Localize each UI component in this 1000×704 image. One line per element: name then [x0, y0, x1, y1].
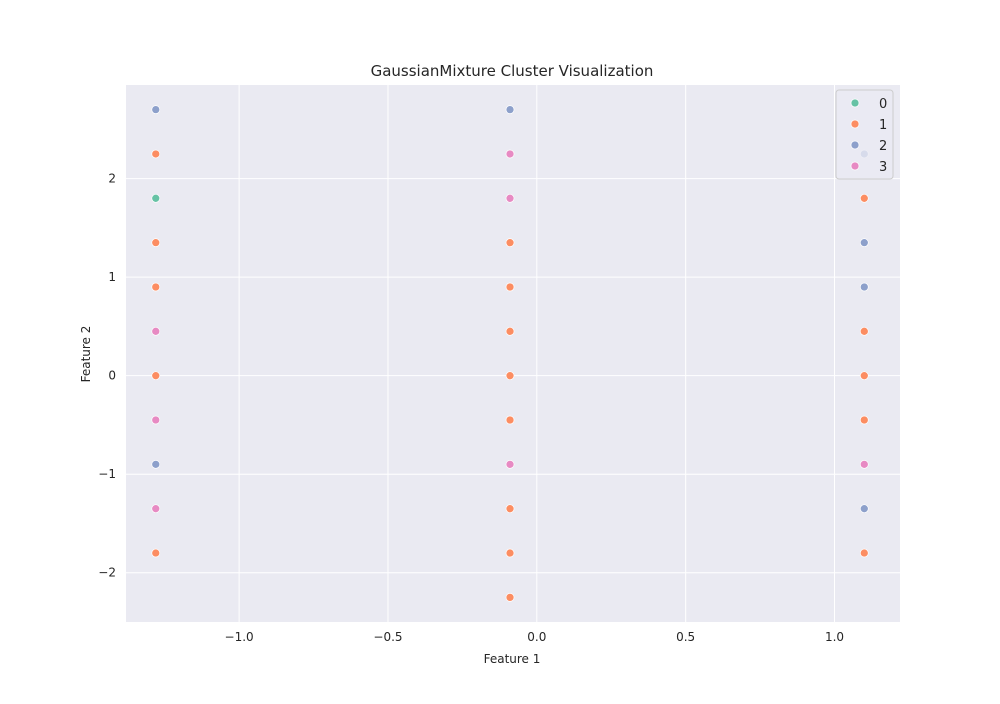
- legend-label-2: 2: [879, 139, 887, 154]
- data-point-cluster-3: [505, 193, 515, 203]
- axis-ticks: −1.0 −0.5 0.0 0.5 1.0 −2 −1 0 1 2: [98, 172, 844, 644]
- data-point-cluster-3: [151, 326, 161, 336]
- x-tick-label: −1.0: [225, 630, 254, 644]
- y-tick-label: −1: [98, 467, 116, 481]
- data-point-cluster-3: [151, 504, 161, 514]
- data-point-cluster-1: [859, 548, 869, 558]
- chart-title: GaussianMixture Cluster Visualization: [371, 62, 654, 80]
- data-point-cluster-1: [151, 548, 161, 558]
- y-tick-label: −2: [98, 566, 116, 580]
- data-point-cluster-2: [151, 105, 161, 114]
- plot-area: [126, 85, 900, 622]
- data-point-cluster-1: [859, 415, 869, 425]
- data-point-cluster-1: [859, 193, 869, 203]
- y-axis-label: Feature 2: [79, 326, 93, 383]
- data-point-cluster-0: [151, 193, 161, 203]
- data-point-cluster-1: [505, 326, 515, 336]
- data-point-cluster-1: [505, 593, 515, 602]
- y-tick-label: 0: [108, 369, 116, 383]
- data-point-cluster-2: [505, 105, 515, 114]
- data-point-cluster-1: [505, 238, 515, 248]
- x-axis-label: Feature 1: [484, 652, 541, 666]
- data-point-cluster-3: [151, 415, 161, 425]
- data-point-cluster-1: [151, 238, 161, 248]
- data-point-cluster-3: [505, 459, 515, 469]
- grid: [126, 85, 900, 622]
- data-point-cluster-1: [505, 371, 515, 381]
- data-point-cluster-1: [151, 371, 161, 381]
- data-point-cluster-2: [859, 238, 869, 248]
- data-point-cluster-2: [859, 504, 869, 514]
- data-point-cluster-1: [151, 149, 161, 159]
- data-point-cluster-2: [151, 459, 161, 469]
- legend: 0 1 2 3: [835, 89, 894, 180]
- data-point-cluster-1: [151, 282, 161, 292]
- data-point-cluster-1: [859, 371, 869, 381]
- data-point-cluster-1: [859, 326, 869, 336]
- legend-marker-3: [850, 161, 860, 171]
- x-tick-label: 0.0: [527, 630, 546, 644]
- data-point-cluster-1: [505, 504, 515, 514]
- data-point-cluster-1: [505, 548, 515, 558]
- y-tick-label: 2: [108, 172, 116, 186]
- x-tick-label: −0.5: [373, 630, 402, 644]
- legend-label-0: 0: [879, 97, 887, 112]
- x-tick-label: 1.0: [825, 630, 844, 644]
- legend-label-3: 3: [879, 160, 887, 175]
- y-tick-label: 1: [108, 270, 116, 284]
- data-points: [151, 105, 869, 602]
- plot-background: [126, 85, 900, 622]
- x-tick-label: 0.5: [676, 630, 695, 644]
- data-point-cluster-3: [859, 459, 869, 469]
- data-point-cluster-2: [859, 282, 869, 292]
- legend-box: [835, 89, 894, 180]
- legend-marker-2: [850, 140, 860, 150]
- data-point-cluster-1: [505, 415, 515, 425]
- data-point-cluster-1: [505, 282, 515, 292]
- legend-marker-0: [850, 98, 860, 108]
- legend-label-1: 1: [879, 118, 887, 133]
- legend-marker-1: [850, 119, 860, 129]
- data-point-cluster-3: [505, 149, 515, 159]
